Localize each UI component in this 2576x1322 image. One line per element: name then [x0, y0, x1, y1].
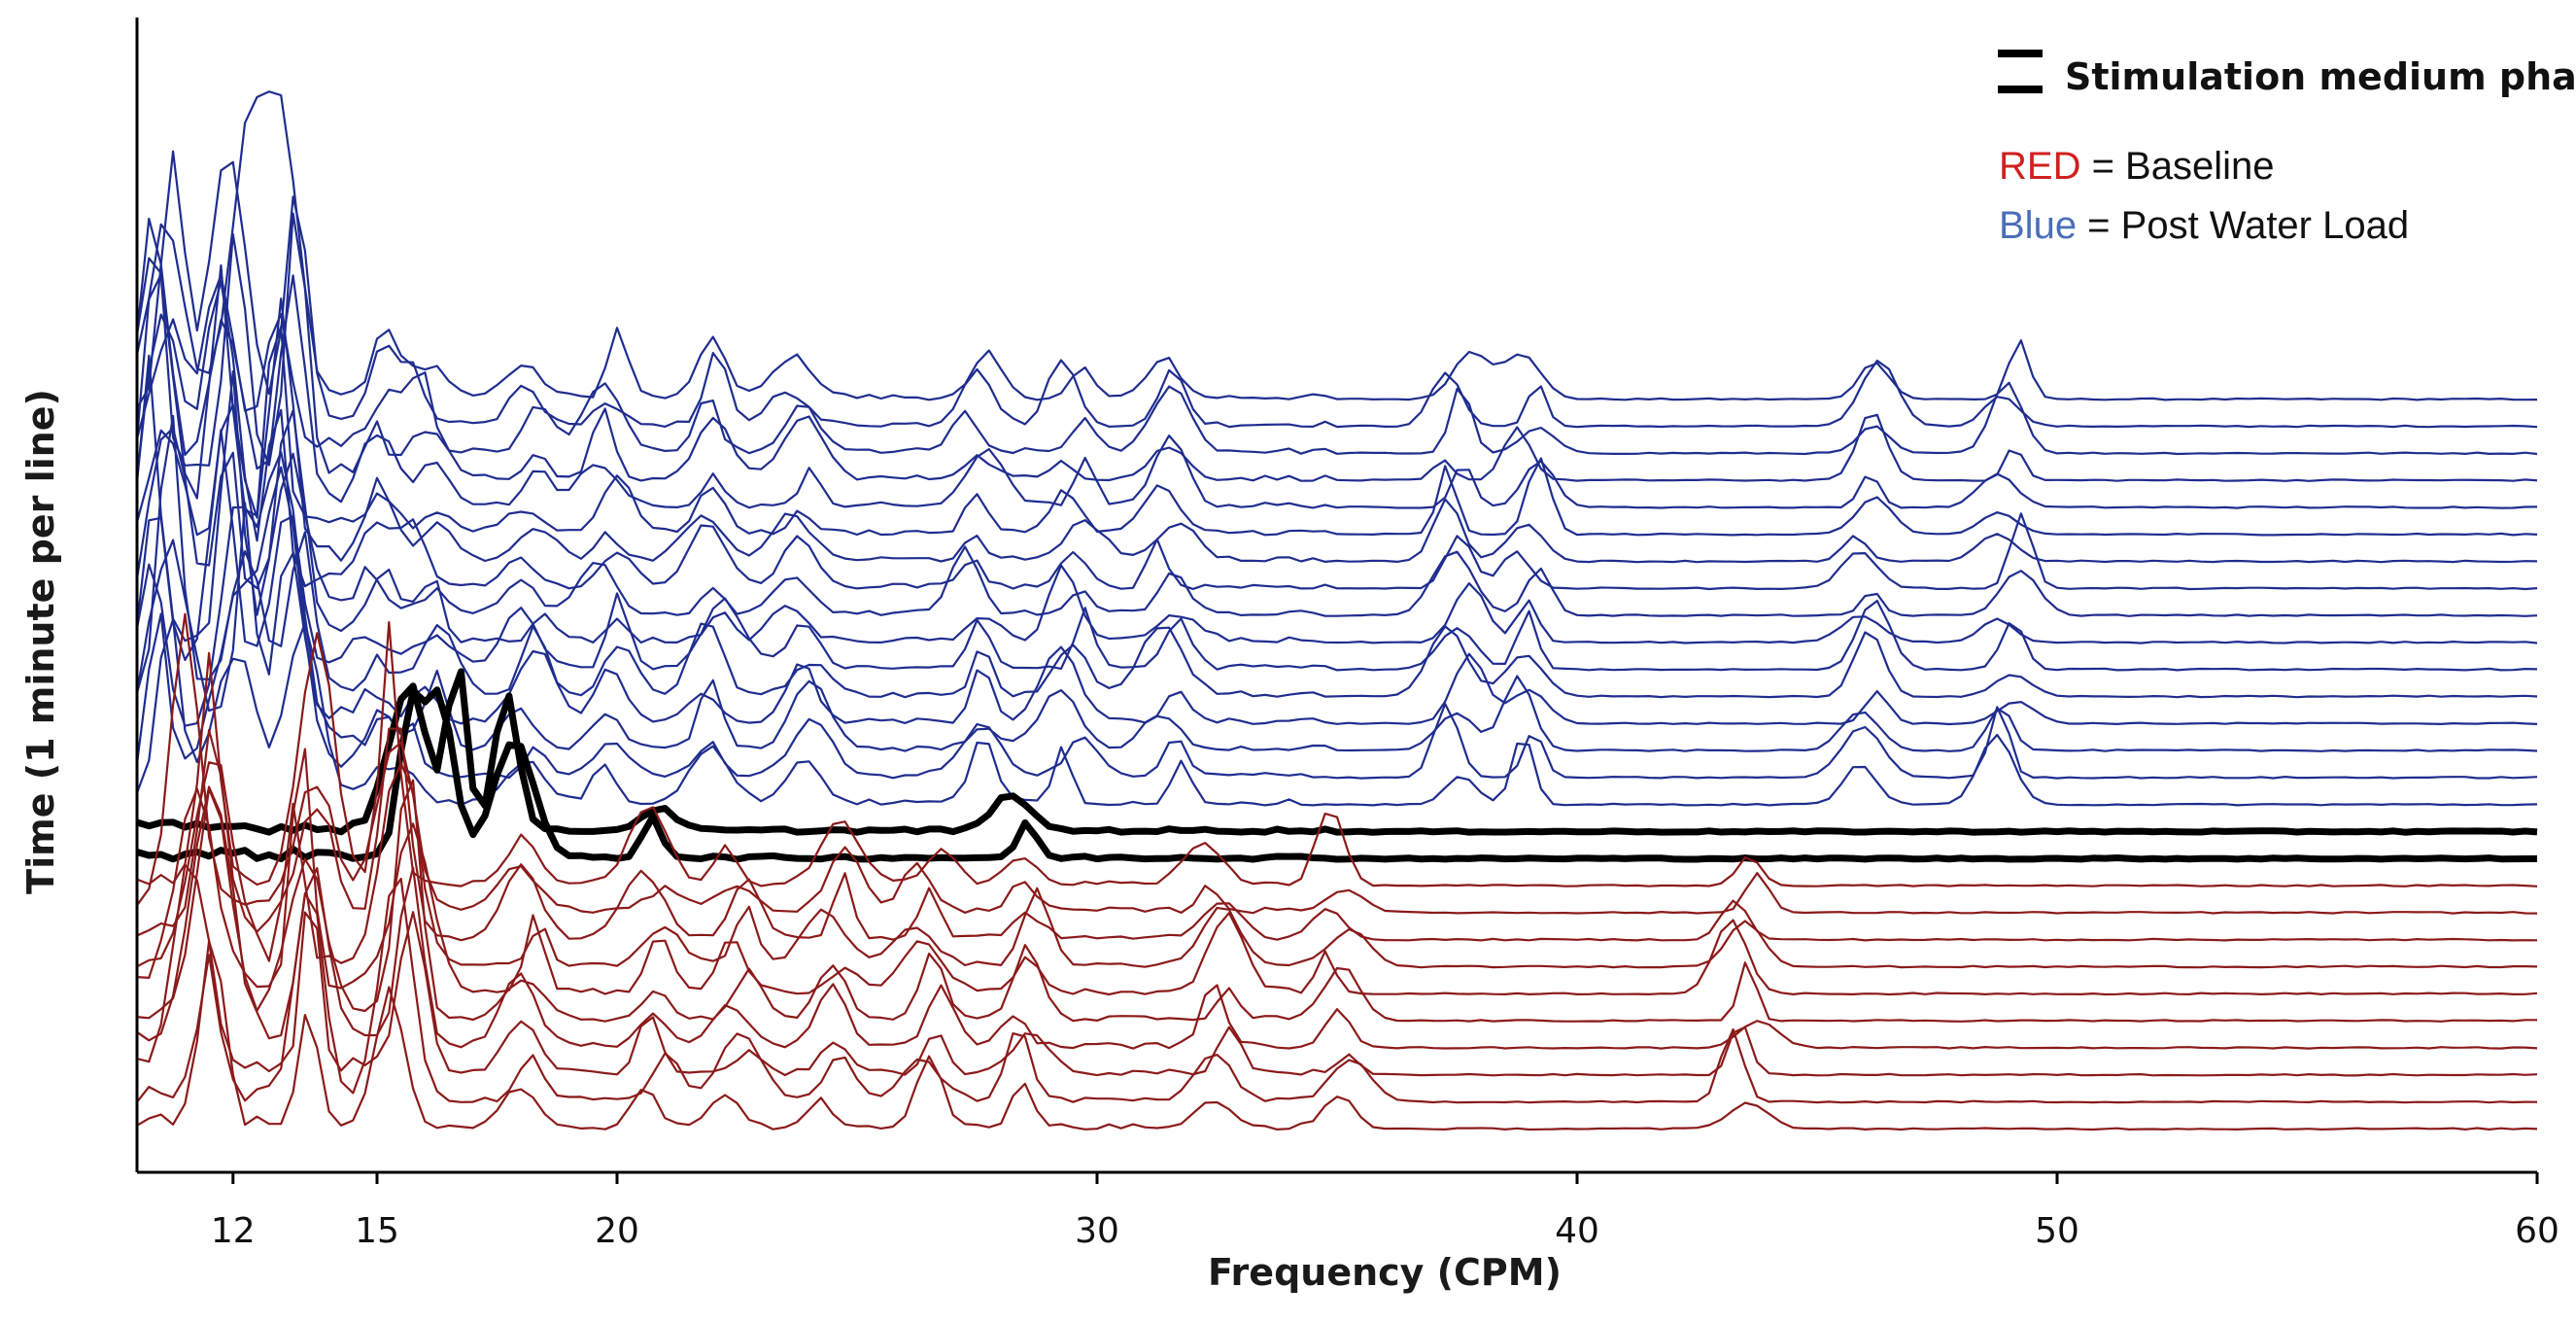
spectrum-line-post-water-load-14 — [135, 451, 2538, 752]
spectrum-line-baseline-3 — [136, 785, 2538, 1050]
spectrum-line-post-water-load-20 — [135, 280, 2538, 591]
spectrum-line-post-water-load-18 — [135, 354, 2538, 644]
spectrum-line-post-water-load-22 — [135, 257, 2538, 537]
spectrum-line-post-water-load-27 — [135, 90, 2538, 401]
spectrum-line-baseline-0 — [136, 939, 2538, 1131]
spectrum-line-post-water-load-16 — [135, 414, 2538, 699]
legend-phase-label: Stimulation medium phase — [2065, 55, 2576, 98]
spectrum-line-post-water-load-26 — [136, 150, 2538, 429]
spectrum-lines — [135, 90, 2538, 1131]
spectrum-line-stimulation-medium-phase-11 — [135, 668, 2538, 836]
y-axis-title: Time (1 minute per line) — [19, 389, 62, 894]
x-tick-label-60: 60 — [2515, 1211, 2559, 1251]
legend-blue-text: = Post Water Load — [2077, 204, 2409, 247]
spectrum-line-post-water-load-17 — [135, 429, 2538, 672]
spectrum-line-post-water-load-24 — [135, 212, 2538, 482]
legend-post-water-entry: Blue = Post Water Load — [1999, 204, 2409, 247]
spectrum-line-baseline-8 — [136, 612, 2538, 915]
legend-red-text: = Baseline — [2080, 145, 2274, 188]
spectrum-line-post-water-load-15 — [135, 502, 2538, 726]
spectrum-line-baseline-5 — [136, 748, 2538, 996]
x-tick-label-50: 50 — [2035, 1211, 2079, 1251]
x-tick-label-30: 30 — [1075, 1211, 1119, 1251]
spectrum-line-stimulation-medium-phase-10 — [136, 686, 2538, 863]
legend-baseline-entry: RED = Baseline — [1999, 145, 2274, 188]
spectrum-line-post-water-load-19 — [135, 427, 2538, 617]
spectrum-line-baseline-9 — [136, 621, 2538, 887]
spectrum-line-post-water-load-12 — [135, 618, 2538, 807]
spectrum-line-post-water-load-23 — [135, 217, 2538, 509]
x-tick-label-40: 40 — [1555, 1211, 1599, 1251]
spectrum-line-baseline-4 — [136, 779, 2537, 1023]
spectrum-line-baseline-1 — [136, 877, 2538, 1104]
x-tick-label-20: 20 — [595, 1211, 639, 1251]
spectrum-line-post-water-load-25 — [135, 273, 2538, 456]
legend-blue-key: Blue — [1999, 204, 2077, 247]
spectrum-line-post-water-load-21 — [135, 297, 2538, 564]
spectrum-line-baseline-6 — [136, 761, 2538, 969]
spectrum-line-baseline-7 — [136, 727, 2538, 942]
x-tick-label-15: 15 — [355, 1211, 399, 1251]
x-axis-title: Frequency (CPM) — [1208, 1251, 1562, 1294]
spectrum-line-post-water-load-13 — [135, 466, 2538, 780]
spectrum-line-baseline-2 — [136, 863, 2538, 1077]
x-tick-label-12: 12 — [211, 1211, 256, 1251]
x-ticks: 12 15 20 30 40 50 60 — [211, 1172, 2559, 1251]
legend-red-key: RED — [1999, 145, 2080, 188]
legend: Stimulation medium phase RED = Baseline … — [1998, 50, 2576, 247]
